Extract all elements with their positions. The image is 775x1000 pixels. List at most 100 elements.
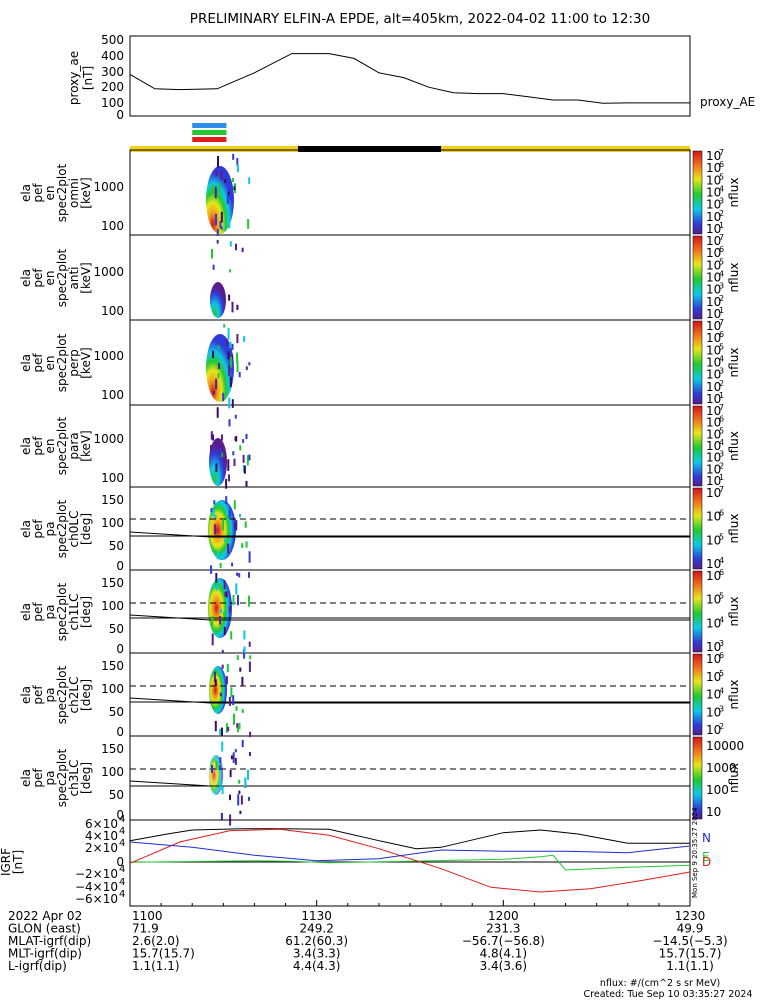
flux-streak bbox=[216, 239, 219, 244]
panel-ylabel: pef bbox=[31, 268, 45, 288]
panel-ytick: 100 bbox=[101, 304, 124, 318]
panel-ytick: 0 bbox=[116, 808, 124, 822]
flux-streak bbox=[227, 351, 230, 360]
flux-streak bbox=[215, 585, 218, 591]
colorbar-tick: 10 bbox=[706, 295, 721, 309]
ae-panel-frame bbox=[129, 35, 691, 117]
colorbar-tick: 10 bbox=[706, 186, 721, 200]
flux-blob bbox=[210, 282, 226, 318]
panel-ylabel: spec2plot bbox=[55, 333, 69, 392]
panel-ytick: 0 bbox=[116, 642, 124, 656]
flux-streak bbox=[213, 500, 216, 505]
flux-streak bbox=[245, 480, 248, 488]
panel-ylabel: spec2plot bbox=[55, 665, 69, 724]
flux-streak bbox=[241, 543, 244, 548]
colorbar-tick: 10 bbox=[706, 805, 721, 819]
panel-ytick: 1000 bbox=[93, 349, 124, 363]
panel-ylabel: pa bbox=[43, 522, 57, 537]
flux-streak bbox=[225, 591, 228, 598]
flux-streak bbox=[223, 580, 226, 590]
igrf-ytick: −6×10 bbox=[75, 892, 118, 906]
panel-ylabel: perp bbox=[67, 349, 81, 377]
colorbar-label: nflux bbox=[727, 178, 741, 208]
panel-ytick: 1000 bbox=[93, 265, 124, 279]
flux-streak bbox=[212, 350, 215, 358]
flux-streak bbox=[239, 445, 242, 451]
flux-streak bbox=[228, 474, 230, 482]
flux-streak bbox=[217, 373, 220, 379]
flux-streak bbox=[230, 631, 233, 640]
colorbar-tick-exp: 5 bbox=[719, 172, 724, 181]
colorbar-strip bbox=[692, 653, 703, 736]
flux-streak bbox=[227, 726, 230, 732]
flux-streak bbox=[219, 563, 222, 569]
flux-streak bbox=[228, 220, 231, 229]
flux-streak bbox=[236, 334, 239, 344]
colorbar-tick-exp: 3 bbox=[719, 639, 724, 648]
flux-streak bbox=[219, 616, 222, 625]
loss-cone-curve bbox=[129, 614, 690, 621]
panel-ylabel: pa bbox=[43, 688, 57, 703]
flux-streak bbox=[229, 241, 232, 247]
panel-ylabel: [deg] bbox=[79, 762, 93, 794]
flux-streak bbox=[232, 695, 235, 706]
igrf-ytick-exp: 4 bbox=[119, 889, 125, 900]
flux-streak bbox=[223, 538, 226, 542]
flux-streak bbox=[233, 500, 236, 510]
flux-streak bbox=[212, 434, 214, 441]
flux-streak bbox=[239, 667, 242, 672]
flux-streak bbox=[221, 452, 224, 457]
flux-streak bbox=[223, 611, 226, 616]
flux-streak bbox=[248, 572, 250, 578]
flux-streak bbox=[220, 609, 223, 613]
colorbar-strip bbox=[692, 487, 703, 570]
colorbar-tick-exp: 2 bbox=[719, 379, 724, 388]
flux-blob bbox=[206, 166, 234, 234]
colorbar-tick: 10000 bbox=[706, 739, 744, 753]
ephemeris-cell: 2.6(2.0) bbox=[132, 934, 180, 948]
flux-streak bbox=[229, 376, 232, 387]
ephemeris-row-label: L-igrf(dip) bbox=[8, 959, 67, 973]
igrf-ytick: 4×10 bbox=[85, 829, 118, 843]
flux-streak bbox=[232, 451, 235, 456]
colorbar-strip bbox=[692, 235, 703, 320]
panel-ylabel: [deg] bbox=[79, 596, 93, 628]
panel-ytick: 150 bbox=[101, 493, 124, 507]
flux-streak bbox=[242, 439, 245, 443]
panel-ylabel: ela bbox=[19, 769, 33, 787]
flux-streak bbox=[230, 755, 233, 760]
ae-ytick: 500 bbox=[101, 33, 124, 47]
flux-streak bbox=[225, 676, 228, 685]
colorbar-label: nflux bbox=[727, 680, 741, 710]
colorbar-tick: 10 bbox=[706, 474, 721, 488]
flux-streak bbox=[235, 583, 238, 595]
igrf-ytick: 0 bbox=[116, 855, 124, 869]
flux-streak bbox=[225, 511, 228, 515]
ephemeris-cell: 3.4(3.3) bbox=[293, 947, 341, 961]
panel-ylabel: ch3LC bbox=[67, 760, 81, 797]
flux-streak bbox=[210, 565, 213, 574]
colorbar-tick: 10 bbox=[706, 356, 721, 370]
flux-streak bbox=[236, 158, 239, 166]
igrf-legend-e: E bbox=[702, 850, 710, 864]
flux-streak bbox=[219, 692, 222, 697]
colorbar-tick: 10 bbox=[706, 380, 721, 394]
flux-streak bbox=[241, 739, 244, 748]
colorbar-tick-exp: 5 bbox=[719, 532, 724, 541]
flux-streak bbox=[231, 301, 234, 313]
ae-series-line bbox=[129, 53, 690, 104]
panel-ytick: 50 bbox=[109, 622, 124, 636]
colorbar-tick-exp: 6 bbox=[719, 651, 724, 660]
spec-panel-omni: ela pef en spec2plot omni [keV] 1000 100 bbox=[19, 149, 691, 236]
igrf-ytick: −4×10 bbox=[75, 880, 118, 894]
colorbar-tick: 10 bbox=[706, 439, 721, 453]
pa-panel-ch3: ela pef pa spec2plot ch3LC [deg] 150 100… bbox=[19, 735, 691, 822]
data-mark-bar bbox=[192, 137, 227, 142]
flux-streak bbox=[230, 687, 233, 698]
panel-ylabel: en bbox=[43, 356, 57, 371]
ephemeris-cell: 1100 bbox=[132, 909, 163, 923]
flux-streak bbox=[226, 194, 229, 204]
zone-bar-segment bbox=[441, 146, 690, 152]
igrf-legend-n: N bbox=[702, 831, 711, 845]
flux-streak bbox=[222, 552, 225, 560]
